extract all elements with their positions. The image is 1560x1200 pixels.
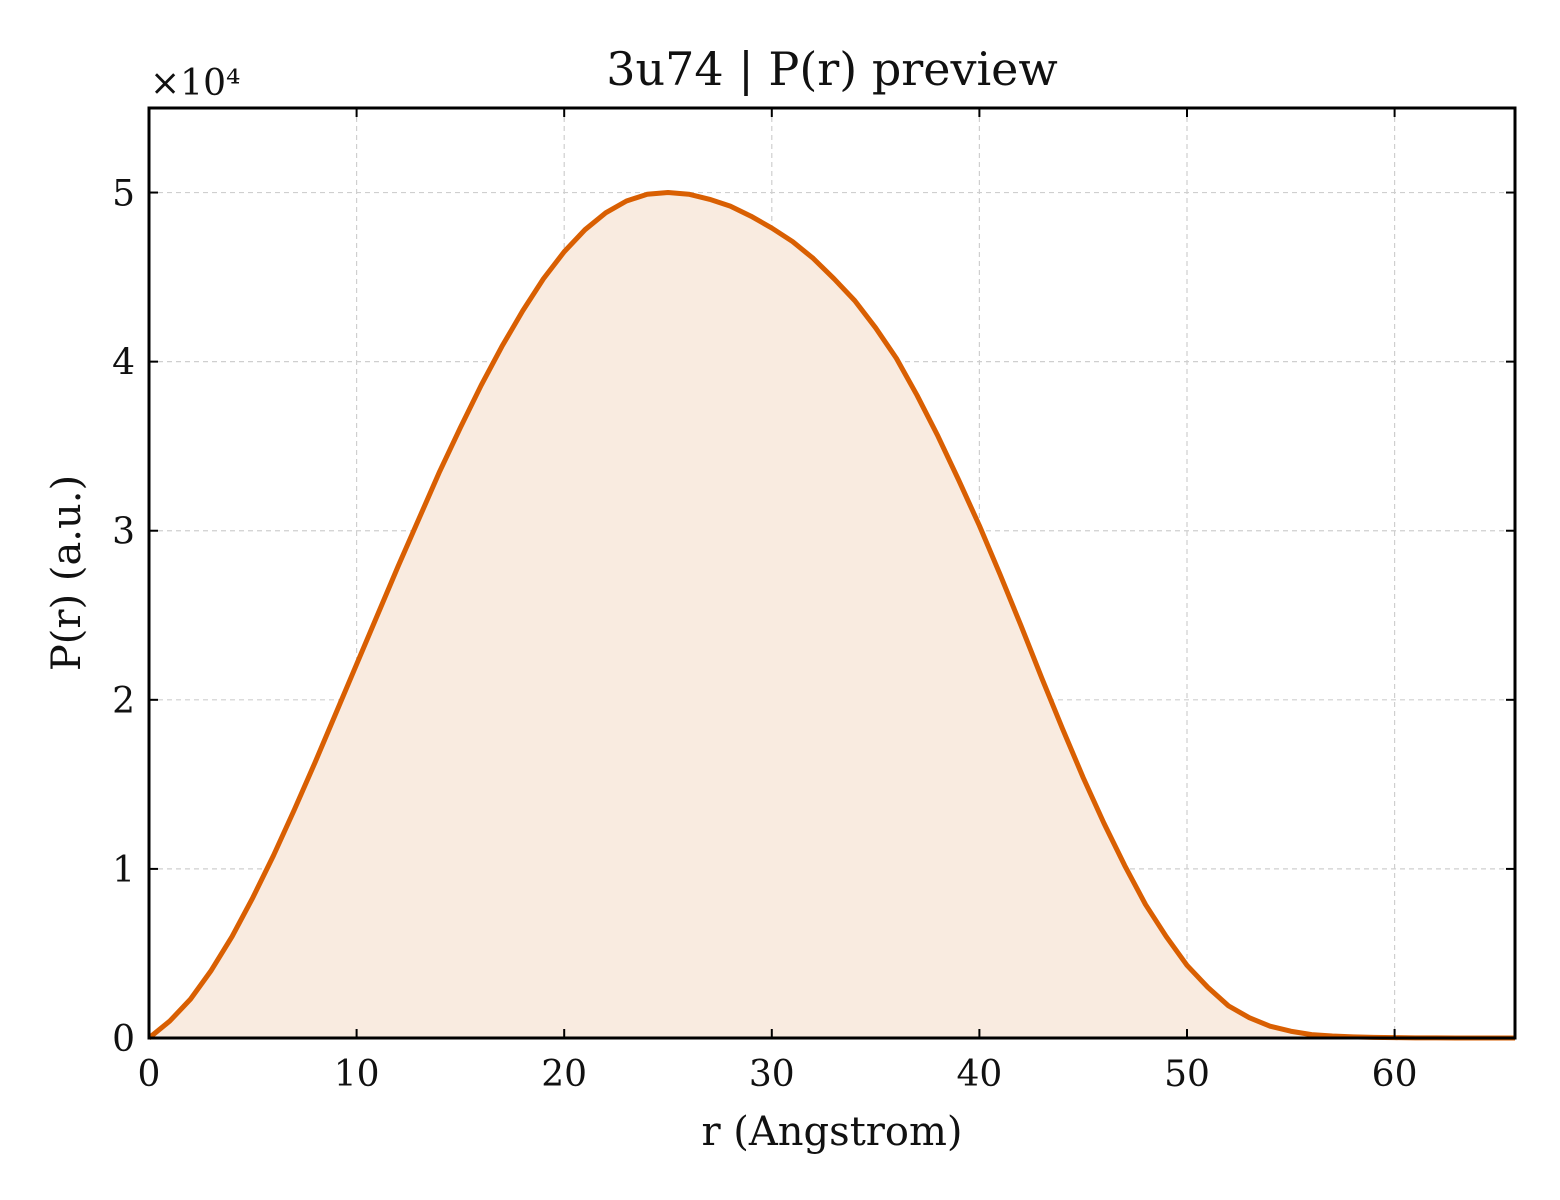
y-tick-labels: 0 1 2 3 4 5 bbox=[112, 174, 135, 1060]
chart-title: 3u74 | P(r) preview bbox=[606, 42, 1058, 96]
series-area-fill bbox=[149, 192, 1515, 1039]
y-tick-label: 5 bbox=[112, 174, 135, 215]
x-axis-label: r (Angstrom) bbox=[701, 1109, 962, 1155]
x-tick-label: 20 bbox=[541, 1054, 587, 1095]
y-axis-label: P(r) (a.u.) bbox=[44, 475, 90, 671]
y-tick-label: 0 bbox=[112, 1019, 135, 1060]
x-tick-labels: 0 10 20 30 40 50 60 bbox=[138, 1054, 1418, 1095]
x-tick-label: 60 bbox=[1372, 1054, 1418, 1095]
y-tick-label: 4 bbox=[112, 343, 135, 384]
x-tick-label: 30 bbox=[749, 1054, 795, 1095]
x-tick-label: 40 bbox=[956, 1054, 1002, 1095]
plot-frame bbox=[147, 106, 1517, 1040]
x-tick-label: 10 bbox=[334, 1054, 380, 1095]
y-tick-label: 1 bbox=[112, 850, 135, 891]
y-tick-label: 3 bbox=[112, 512, 135, 553]
series-line bbox=[147, 190, 1515, 1041]
y-tick-label: 2 bbox=[112, 681, 135, 722]
x-tick-label: 0 bbox=[138, 1054, 161, 1095]
x-tick-label: 50 bbox=[1164, 1054, 1210, 1095]
y-axis-multiplier: ×10⁴ bbox=[150, 63, 240, 104]
